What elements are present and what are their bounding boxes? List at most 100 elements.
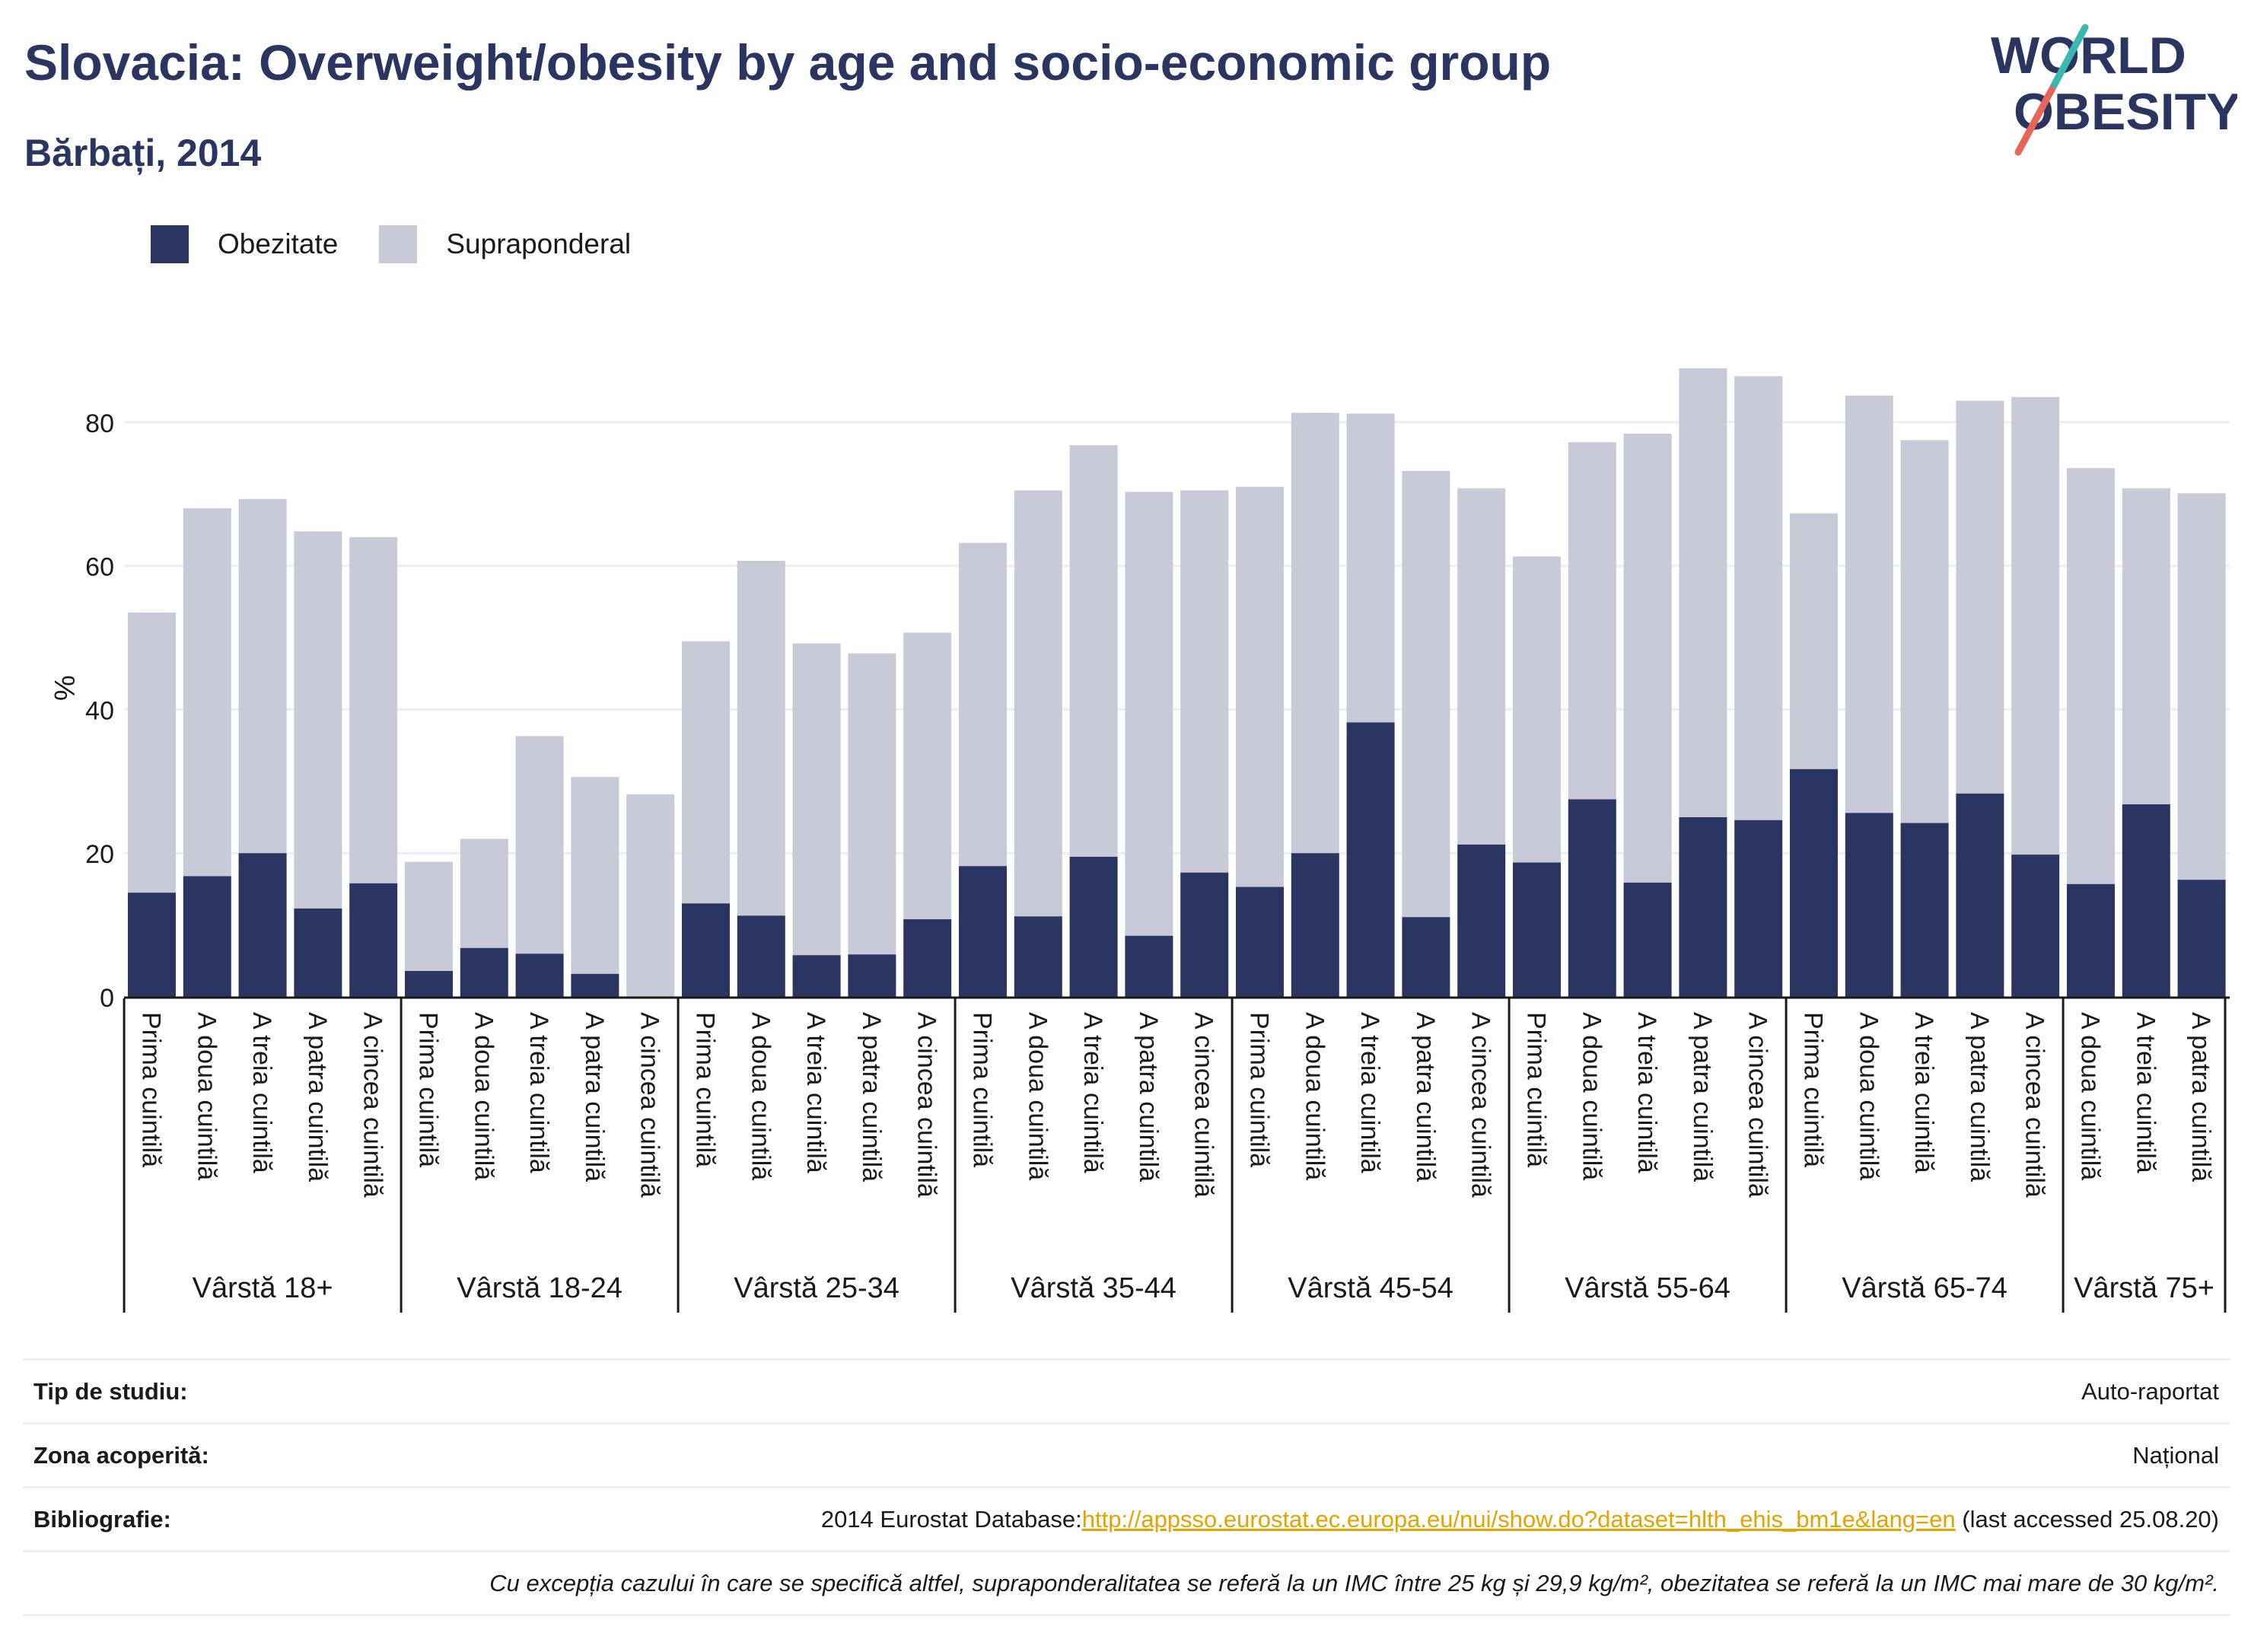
bar-obesity — [2067, 883, 2115, 997]
x-tick-label: A doua cuintilă — [1577, 1012, 1606, 1180]
x-tick-label: A patra cuintilă — [1965, 1012, 1994, 1182]
x-tick-label: Prima cuintilă — [1245, 1012, 1274, 1167]
group-label: Vârstă 75+ — [2074, 1272, 2214, 1304]
bar-obesity — [349, 883, 398, 997]
definition-note: Cu excepția cazului în care se specifică… — [489, 1569, 2219, 1596]
study-type-value: Auto-raportat — [2081, 1377, 2219, 1405]
group-label: Vârstă 55-64 — [1565, 1272, 1730, 1304]
legend-item-obesity: Obezitate — [151, 225, 338, 263]
group-label: Vârstă 35-44 — [1011, 1272, 1176, 1304]
bar-overweight — [2011, 396, 2060, 855]
chart-title: Slovacia: Overweight/obesity by age and … — [24, 34, 1552, 91]
y-tick-label: 60 — [85, 553, 114, 582]
bar-overweight — [737, 560, 785, 916]
x-tick-label: A patra cuintilă — [580, 1012, 609, 1182]
bibliography-value: 2014 Eurostat Database:http://appsso.eur… — [821, 1506, 2219, 1533]
bar-overweight — [571, 777, 619, 974]
bibliography-link[interactable]: http://appsso.eurostat.ec.europa.eu/nui/… — [1081, 1505, 1956, 1533]
bar-overweight — [1069, 445, 1118, 857]
bar-obesity — [405, 971, 453, 997]
bar-obesity — [238, 853, 287, 997]
bar-obesity — [1069, 856, 1118, 997]
x-tick-label: A treia cuintilă — [2131, 1012, 2160, 1173]
x-tick-label: A cincea cuintilă — [635, 1012, 664, 1198]
bar-obesity — [848, 954, 896, 997]
x-tick-label: Prima cuintilă — [137, 1012, 166, 1167]
bar-obesity — [1457, 844, 1506, 997]
bar-overweight — [848, 653, 896, 955]
bar-obesity — [1679, 817, 1727, 997]
bar-overweight — [515, 736, 564, 954]
bar-overweight — [349, 536, 398, 883]
x-tick-label: Prima cuintilă — [1522, 1012, 1551, 1167]
bar-obesity — [682, 903, 730, 997]
x-tick-label: A doua cuintilă — [1854, 1012, 1883, 1180]
bar-overweight — [1734, 376, 1783, 820]
x-tick-label: A cincea cuintilă — [1189, 1012, 1218, 1198]
bar-overweight — [903, 632, 952, 920]
logo-slash-coral — [2014, 86, 2055, 156]
bar-obesity — [1180, 872, 1229, 997]
x-tick-label: A doua cuintilă — [1300, 1012, 1329, 1180]
x-tick-label: A treia cuintilă — [1909, 1012, 1938, 1173]
x-tick-label: A cincea cuintilă — [912, 1012, 941, 1198]
coverage-label: Zona acoperită: — [33, 1441, 209, 1469]
x-tick-label: Prima cuintilă — [691, 1012, 720, 1167]
bibliography-suffix: (last accessed 25.08.20) — [1955, 1505, 2219, 1533]
x-tick-label: A patra cuintilă — [857, 1012, 886, 1182]
x-tick-label: Prima cuintilă — [1799, 1012, 1828, 1167]
bar-obesity — [1623, 882, 1672, 997]
info-table: Tip de studiu: Auto-raportat Zona acoper… — [23, 1358, 2230, 1616]
bar-overweight — [294, 531, 342, 909]
x-tick-label: Prima cuintilă — [414, 1012, 443, 1167]
bar-obesity — [515, 953, 564, 997]
bar-obesity — [1956, 793, 2004, 997]
legend-label-overweight: Supraponderal — [446, 228, 632, 259]
bar-obesity — [2122, 804, 2170, 997]
study-type-row: Tip de studiu: Auto-raportat — [23, 1358, 2230, 1422]
x-tick-label: A treia cuintilă — [801, 1012, 830, 1173]
bar-obesity — [183, 876, 231, 997]
bar-overweight — [792, 643, 841, 956]
bar-obesity — [2011, 855, 2060, 997]
x-tick-label: Prima cuintilă — [968, 1012, 997, 1167]
bar-overweight — [1014, 490, 1062, 917]
world-obesity-logo: WORLD OBESITY — [1991, 24, 2237, 156]
x-tick-label: A doua cuintilă — [192, 1012, 221, 1180]
x-tick-label: A cincea cuintilă — [2020, 1012, 2049, 1198]
study-type-label: Tip de studiu: — [33, 1377, 188, 1405]
bar-overweight — [1346, 413, 1395, 723]
x-tick-label: A patra cuintilă — [1134, 1012, 1163, 1182]
bar-obesity — [1291, 853, 1339, 997]
bar-overweight — [1180, 490, 1229, 873]
x-tick-label: A cincea cuintilă — [1466, 1012, 1495, 1198]
bar-overweight — [1900, 440, 1949, 823]
bar-obesity — [1734, 820, 1783, 997]
x-tick-label: A patra cuintilă — [303, 1012, 332, 1182]
bar-obesity — [571, 973, 619, 997]
bar-obesity — [737, 915, 785, 997]
bar-obesity — [460, 947, 508, 997]
x-tick-label: A patra cuintilă — [2186, 1012, 2215, 1182]
bar-obesity — [1790, 769, 1838, 997]
x-tick-label: A patra cuintilă — [1411, 1012, 1440, 1182]
y-tick-label: 80 — [85, 409, 114, 438]
group-label: Vârstă 18+ — [193, 1272, 333, 1304]
group-label: Vârstă 45-54 — [1288, 1272, 1453, 1304]
bar-overweight — [1291, 412, 1339, 854]
group-label: Vârstă 18-24 — [457, 1272, 622, 1304]
bibliography-prefix: 2014 Eurostat Database: — [820, 1505, 1082, 1533]
bar-overweight — [682, 641, 730, 904]
bar-obesity — [1125, 935, 1173, 997]
coverage-value: Național — [2132, 1441, 2219, 1469]
bar-overweight — [2177, 493, 2226, 880]
bar-overweight — [405, 861, 453, 972]
chart-subtitle: Bărbați, 2014 — [24, 132, 262, 174]
bar-overweight — [1790, 513, 1838, 769]
bar-obesity — [959, 866, 1007, 997]
bar-obesity — [1900, 823, 1949, 997]
bar-overweight — [1513, 556, 1561, 863]
legend-item-overweight: Supraponderal — [379, 225, 631, 263]
coverage-row: Zona acoperită: Național — [23, 1422, 2230, 1486]
bar-obesity — [903, 919, 952, 997]
